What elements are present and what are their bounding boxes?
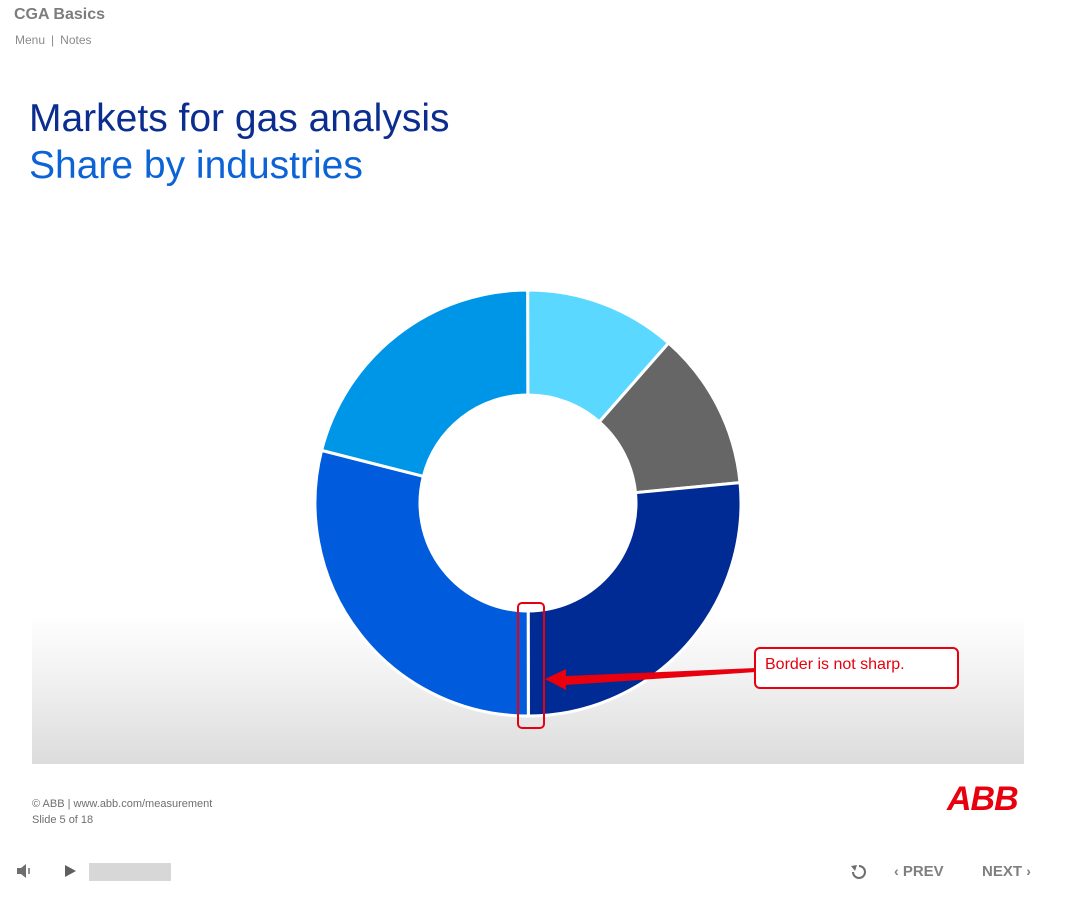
notes-link[interactable]: Notes — [60, 33, 92, 47]
slide-title-main: Markets for gas analysis — [29, 97, 450, 140]
prev-label: PREV — [902, 863, 944, 880]
callout-box — [754, 647, 959, 689]
donut-segment-5 — [319, 288, 530, 479]
callout-arrow — [545, 668, 756, 690]
donut-segment-4 — [313, 448, 530, 718]
highlight-box — [517, 602, 545, 729]
next-button[interactable]: NEXT › — [982, 863, 1031, 880]
menu-link[interactable]: Menu — [15, 33, 46, 47]
donut-segments — [313, 288, 743, 718]
top-nav: Menu | Notes — [15, 33, 92, 47]
chevron-left-icon: ‹ — [894, 863, 899, 879]
footer-info: © ABB | www.abb.com/measurement Slide 5 … — [32, 796, 212, 828]
play-icon[interactable] — [62, 863, 78, 879]
slide-title: Markets for gas analysis Share by indust… — [29, 95, 450, 189]
abb-logo: ABB — [947, 780, 1019, 818]
prev-button[interactable]: ‹ PREV — [894, 863, 944, 880]
slide-title-sub: Share by industries — [29, 144, 363, 187]
chevron-right-icon: › — [1026, 863, 1031, 879]
callout-text: Border is not sharp. — [765, 656, 905, 673]
replay-icon[interactable] — [850, 863, 868, 881]
course-title: CGA Basics — [14, 6, 105, 23]
nav-separator: | — [51, 33, 55, 47]
next-label: NEXT — [982, 863, 1023, 880]
speaker-icon[interactable] — [16, 863, 34, 879]
progress-bar[interactable] — [89, 863, 171, 881]
annotation-callout: Border is not sharp. — [517, 602, 959, 729]
donut-segment-3 — [526, 480, 743, 718]
footer-copyright: © ABB | www.abb.com/measurement — [32, 798, 213, 810]
slide-counter: Slide 5 of 18 — [32, 814, 94, 826]
